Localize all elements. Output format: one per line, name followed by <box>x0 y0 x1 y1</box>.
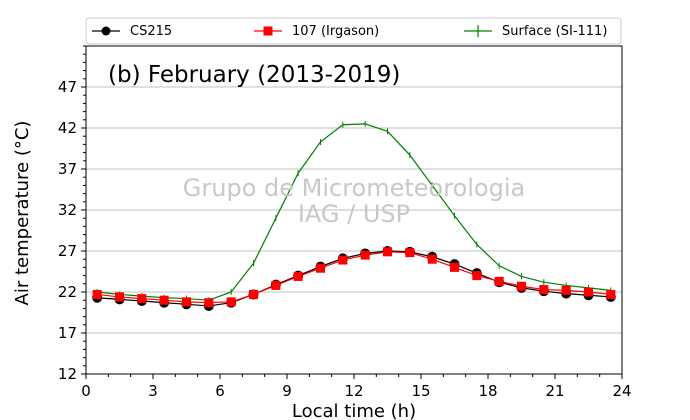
y-tick-label: 32 <box>58 201 77 219</box>
watermark-line-1: Grupo de Micrometeorologia <box>183 174 525 202</box>
x-tick-label: 24 <box>612 382 631 400</box>
x-axis-label: Local time (h) <box>292 401 416 420</box>
y-tick-label: 17 <box>58 324 77 342</box>
y-tick-label: 27 <box>58 242 77 260</box>
x-tick-label: 12 <box>344 382 363 400</box>
gridlines <box>86 86 622 375</box>
data-point <box>271 280 281 290</box>
data-point <box>517 281 526 291</box>
panel-title: (b) February (2013-2019) <box>108 62 400 88</box>
y-tick-label: 42 <box>58 119 77 137</box>
y-tick-label: 47 <box>58 78 77 96</box>
series-lines <box>92 120 616 311</box>
data-point <box>450 262 459 272</box>
series-line <box>97 251 611 304</box>
legend-frame <box>85 17 622 45</box>
data-point <box>249 289 258 299</box>
x-tick-label: 9 <box>282 382 292 400</box>
y-tick-label: 22 <box>58 283 77 301</box>
data-point <box>539 285 549 295</box>
legend-item-irgason: 107 (Irgason) <box>254 24 379 39</box>
data-point <box>494 276 504 286</box>
data-point <box>427 254 437 264</box>
x-tick-label: 3 <box>148 382 158 400</box>
axis-ticks: 12 17 22 27 32 37 42 47 0 3 6 9 12 15 18 21 24 <box>58 45 632 400</box>
legend-label-surface: Surface (SI-111) <box>502 24 607 39</box>
data-point <box>405 248 415 258</box>
watermark: Grupo de Micrometeorologia IAG / USP <box>183 174 525 228</box>
data-point <box>137 294 147 304</box>
data-point <box>606 289 616 299</box>
legend-label-irgason: 107 (Irgason) <box>292 24 379 39</box>
y-tick-label: 12 <box>58 365 77 383</box>
data-point <box>204 298 214 308</box>
data-point <box>561 285 571 295</box>
x-tick-label: 6 <box>215 382 225 400</box>
legend-item-surface: Surface (SI-111) <box>464 24 607 39</box>
data-point <box>472 271 482 281</box>
data-point <box>182 297 191 307</box>
x-tick-label: 21 <box>545 382 564 400</box>
data-point <box>159 295 169 305</box>
data-point <box>92 289 102 299</box>
watermark-line-2: IAG / USP <box>298 200 410 228</box>
x-tick-label: 15 <box>411 382 430 400</box>
legend-item-cs215: CS215 <box>92 24 172 39</box>
data-point <box>338 255 348 265</box>
series-1 <box>92 247 616 308</box>
data-point <box>226 297 236 307</box>
data-point <box>383 247 392 257</box>
x-tick-label: 18 <box>478 382 497 400</box>
legend-label-cs215: CS215 <box>130 24 172 39</box>
data-point <box>316 263 325 273</box>
y-tick-label: 37 <box>58 160 77 178</box>
data-point <box>360 250 370 260</box>
data-point <box>293 271 303 281</box>
data-point <box>115 292 124 302</box>
legend: CS215 107 (Irgason) Surface (SI-111) <box>85 17 622 45</box>
data-point <box>584 287 593 297</box>
x-tick-label: 0 <box>81 382 91 400</box>
y-axis-label: Air temperature (°C) <box>12 121 33 306</box>
